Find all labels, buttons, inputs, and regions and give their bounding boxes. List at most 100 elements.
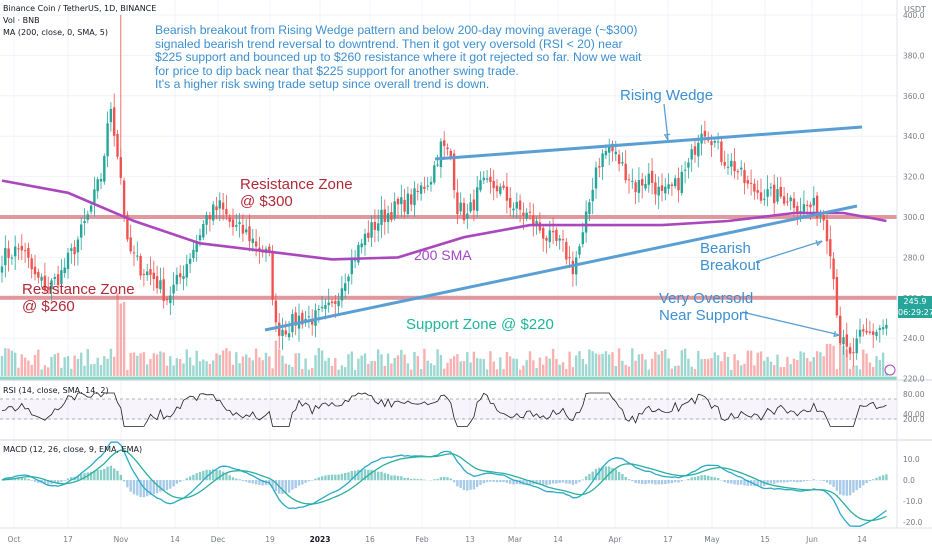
candle-body — [855, 338, 858, 354]
volume-bar — [799, 351, 802, 376]
candle-body — [175, 274, 179, 285]
macd-histogram-bar — [446, 477, 449, 481]
candle-body — [740, 167, 743, 170]
time-tick-label: 17 — [63, 535, 73, 544]
macd-histogram-bar — [155, 480, 159, 494]
candle-body — [245, 229, 248, 233]
volume-bar — [10, 350, 14, 376]
candle-body — [439, 141, 443, 168]
macd-histogram-bar — [119, 474, 122, 481]
volume-bar — [740, 365, 743, 376]
candle-body — [258, 247, 261, 251]
macd-histogram-bar — [245, 480, 248, 482]
candle-body — [683, 169, 687, 171]
candle-body — [749, 182, 753, 184]
candle-body — [7, 248, 10, 258]
candle-body — [601, 153, 604, 167]
volume-bar — [598, 354, 601, 376]
macd-histogram-bar — [152, 480, 155, 495]
candle-body — [819, 215, 822, 217]
volume-bar — [264, 352, 268, 376]
candle-body — [845, 334, 848, 347]
candle-body — [862, 329, 865, 332]
candle-body — [129, 237, 132, 252]
volume-bar — [17, 367, 20, 376]
macd-histogram-bar — [132, 480, 136, 495]
note-line: $225 support and bounced up to $260 resi… — [155, 50, 642, 65]
volume-bar — [848, 368, 852, 376]
volume-bar — [63, 357, 66, 376]
candle-body — [155, 276, 159, 289]
volume-bar — [159, 351, 162, 376]
volume-bar — [881, 352, 885, 376]
volume-bar — [796, 360, 799, 376]
wedge-upper-line — [434, 125, 863, 161]
alert-icon — [884, 364, 896, 376]
price-tick-label: 300.0 — [903, 213, 925, 222]
candle-body — [80, 224, 83, 238]
rsi-indicator-label[interactable]: RSI (14, close, SMA, 14, 2) — [3, 386, 109, 395]
volume-bar — [733, 354, 736, 376]
volume-bar — [228, 351, 231, 376]
macd-histogram-bar — [726, 480, 730, 484]
macd-histogram-bar — [70, 477, 73, 481]
time-tick-label: Jun — [805, 535, 818, 544]
macd-histogram-bar — [631, 480, 634, 482]
ma-indicator-label[interactable]: MA (200, close, 0, SMA, 5) — [3, 28, 109, 37]
macd-histogram-bar — [700, 475, 703, 481]
rsi-band — [0, 399, 897, 419]
volume-bar — [426, 360, 429, 376]
volume-bar — [476, 358, 479, 376]
volume-bar — [769, 361, 773, 376]
volume-bar — [175, 358, 179, 376]
candle-body — [340, 288, 344, 301]
candle-body — [433, 165, 436, 183]
candle-body — [149, 269, 152, 275]
candle-body — [703, 130, 707, 137]
volume-bar — [532, 360, 535, 376]
volume-bar — [743, 363, 746, 376]
time-tick-label: 15 — [760, 535, 770, 544]
macd-histogram-bar — [654, 480, 657, 485]
time-tick-label: Apr — [609, 535, 623, 544]
candle-body — [545, 238, 548, 241]
macd-histogram-bar — [575, 480, 578, 484]
time-tick-label: 2023 — [310, 535, 331, 544]
candle-body — [139, 256, 142, 276]
candle-body — [40, 276, 43, 281]
volume-indicator-label[interactable]: Vol · BNB — [3, 16, 40, 25]
macd-histogram-bar — [126, 480, 129, 488]
candle-body — [766, 189, 769, 197]
macd-histogram-bar — [578, 480, 581, 483]
volume-bar — [258, 357, 261, 376]
macd-histogram-bar — [555, 480, 558, 484]
candle-body — [142, 273, 146, 275]
volume-bar — [439, 354, 443, 376]
macd-histogram-bar — [756, 480, 759, 487]
macd-histogram-bar — [443, 476, 446, 481]
candle-body — [571, 260, 575, 275]
macd-histogram-bar — [337, 474, 340, 481]
candle-body — [535, 220, 538, 226]
macd-histogram-bar — [492, 480, 495, 482]
macd-histogram-bar — [627, 479, 631, 481]
volume-bar — [205, 361, 208, 376]
volume-bar — [845, 349, 848, 376]
volume-bar — [202, 359, 205, 376]
macd-histogram-bar — [617, 471, 621, 481]
candle-body — [4, 248, 7, 266]
candle-body — [192, 249, 195, 258]
candle-body — [518, 200, 522, 210]
time-tick-label: 14 — [857, 535, 867, 544]
candle-body — [281, 329, 284, 337]
macd-histogram-bar — [179, 480, 182, 482]
macd-indicator-label[interactable]: MACD (12, 26, close, 9, EMA, EMA) — [3, 445, 143, 454]
candle-body — [525, 212, 528, 219]
candle-body — [23, 250, 27, 252]
macd-histogram-bar — [419, 479, 423, 481]
volume-bar — [469, 362, 472, 376]
macd-histogram-bar — [598, 467, 601, 481]
macd-histogram-bar — [690, 477, 693, 481]
volume-bar — [165, 365, 169, 376]
